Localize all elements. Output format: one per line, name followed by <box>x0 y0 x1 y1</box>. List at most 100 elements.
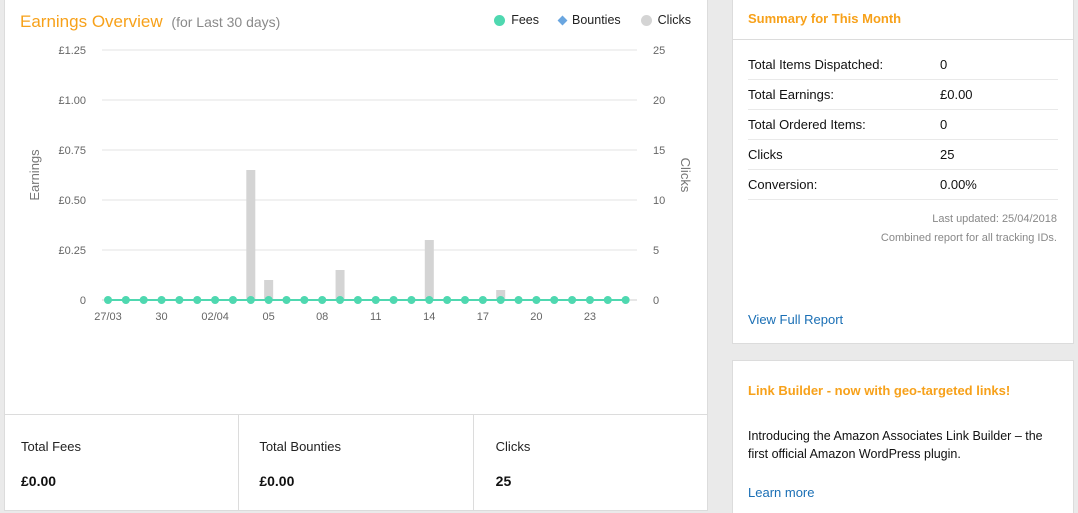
link-builder-description: Introducing the Amazon Associates Link B… <box>748 429 1043 461</box>
fees-point <box>443 296 452 304</box>
y-tick-label: £1.25 <box>58 45 86 57</box>
summary-value: 0.00% <box>940 177 977 192</box>
fees-legend-dot-icon <box>494 14 506 26</box>
summary-key: Conversion: <box>748 177 818 192</box>
fees-point <box>193 296 202 304</box>
legend-label-fees: Fees <box>511 13 539 27</box>
y-tick-label: £1.00 <box>58 95 86 107</box>
earnings-chart-area: 0 £0.25 £0.50 £0.75 £1.00 £1.25 0 5 10 15 20 25 Earn… <box>5 40 705 340</box>
y-tick-label: £0.50 <box>58 195 86 207</box>
x-tick-label: 02/04 <box>201 311 229 323</box>
summary-title: Summary for This Month <box>748 11 902 26</box>
x-tick-label: 14 <box>423 311 435 323</box>
fees-point <box>282 296 291 304</box>
summary-row-ordered-items: Total Ordered Items: 0 <box>748 110 1058 140</box>
y2-tick-label: 5 <box>653 245 659 257</box>
x-tick-label: 11 <box>370 311 381 323</box>
fees-point <box>175 296 184 304</box>
x-tick-label: 20 <box>530 311 542 323</box>
summary-value: 25 <box>940 147 955 162</box>
legend-item-clicks[interactable]: Clicks <box>640 13 691 27</box>
x-tick-label: 05 <box>263 311 275 323</box>
y-tick-label: £0.25 <box>58 245 86 257</box>
fees-point <box>300 296 309 304</box>
clicks-bar <box>264 280 274 300</box>
summary-panel: Summary for This Month Total Items Dispa… <box>732 0 1074 344</box>
fees-point <box>568 296 577 304</box>
clicks-bar <box>335 270 345 300</box>
learn-more-link[interactable]: Learn more <box>748 485 815 500</box>
summary-row-conversion: Conversion: 0.00% <box>748 170 1058 200</box>
last-updated-text: Last updated: 25/04/2018 <box>932 213 1057 225</box>
total-fees-value: £0.00 <box>21 473 57 489</box>
y2-axis-title: Clicks <box>678 158 693 193</box>
y2-tick-label: 25 <box>653 45 665 57</box>
chart-legend: Fees Bounties Clicks <box>494 13 691 27</box>
earnings-title: Earnings Overview (for Last 30 days) <box>20 12 280 32</box>
fees-point <box>407 296 416 304</box>
y2-tick-label: 20 <box>653 95 665 107</box>
clicks-legend-dot-icon <box>640 14 652 26</box>
x-tick-label: 23 <box>584 311 596 323</box>
fees-point <box>425 296 434 304</box>
fees-point <box>371 296 380 304</box>
fees-point <box>121 296 130 304</box>
summary-key: Total Items Dispatched: <box>748 57 884 72</box>
fees-point <box>514 296 523 304</box>
fees-point <box>603 296 612 304</box>
earnings-title-text: Earnings Overview <box>20 12 163 31</box>
x-tick-label: 17 <box>477 311 489 323</box>
y2-tick-label: 0 <box>653 295 659 307</box>
total-bounties-cell: Total Bounties £0.00 <box>239 415 474 511</box>
fees-point <box>211 296 220 304</box>
fees-point <box>389 296 398 304</box>
y2-tick-label: 15 <box>653 145 665 157</box>
y-tick-label: £0.75 <box>58 145 86 157</box>
totals-row: Total Fees £0.00 Total Bounties £0.00 Cl… <box>5 414 707 511</box>
total-fees-label: Total Fees <box>21 439 81 454</box>
fees-point <box>461 296 469 304</box>
link-builder-panel: Link Builder - now with geo-targeted lin… <box>732 360 1074 513</box>
fees-point <box>585 296 594 304</box>
legend-item-fees[interactable]: Fees <box>494 13 539 27</box>
summary-key: Clicks <box>748 147 783 162</box>
link-builder-title: Link Builder - now with geo-targeted lin… <box>748 383 1011 398</box>
fees-point <box>157 296 166 304</box>
fees-point <box>104 296 112 304</box>
total-bounties-label: Total Bounties <box>259 439 341 454</box>
fees-point <box>246 296 255 304</box>
earnings-overview-panel: Earnings Overview (for Last 30 days) Fee… <box>4 0 708 511</box>
fees-point <box>496 296 505 304</box>
fees-point <box>139 296 148 304</box>
total-clicks-value: 25 <box>495 473 512 489</box>
legend-label-bounties: Bounties <box>572 13 621 27</box>
summary-key: Total Ordered Items: <box>748 117 866 132</box>
fees-point <box>550 296 559 304</box>
clicks-bar <box>496 290 506 300</box>
legend-label-clicks: Clicks <box>657 13 691 27</box>
summary-key: Total Earnings: <box>748 87 834 102</box>
fees-point <box>478 296 487 304</box>
x-tick-label: 27/03 <box>94 311 122 323</box>
y2-tick-label: 10 <box>653 195 665 207</box>
summary-value: £0.00 <box>940 87 973 102</box>
earnings-chart: 0£0.25£0.50£0.75£1.00£1.250510152025Earn… <box>27 45 693 323</box>
y-axis-title: Earnings <box>27 149 42 201</box>
clicks-bar <box>424 240 434 300</box>
total-fees-cell: Total Fees £0.00 <box>5 415 240 511</box>
summary-row-items-dispatched: Total Items Dispatched: 0 <box>748 50 1058 80</box>
fees-point <box>353 296 362 304</box>
y-tick-label: 0 <box>80 295 86 307</box>
x-tick-label: 30 <box>155 311 167 323</box>
summary-table: Total Items Dispatched: 0 Total Earnings… <box>748 50 1058 200</box>
fees-point <box>532 296 541 304</box>
summary-row-clicks: Clicks 25 <box>748 140 1058 170</box>
summary-row-total-earnings: Total Earnings: £0.00 <box>748 80 1058 110</box>
view-full-report-link[interactable]: View Full Report <box>748 312 844 327</box>
legend-item-bounties[interactable]: Bounties <box>557 13 621 27</box>
summary-value: 0 <box>940 57 948 72</box>
combined-report-note: Combined report for all tracking IDs. <box>880 232 1057 244</box>
total-clicks-cell: Clicks 25 <box>474 415 707 511</box>
clicks-bar <box>246 170 256 300</box>
